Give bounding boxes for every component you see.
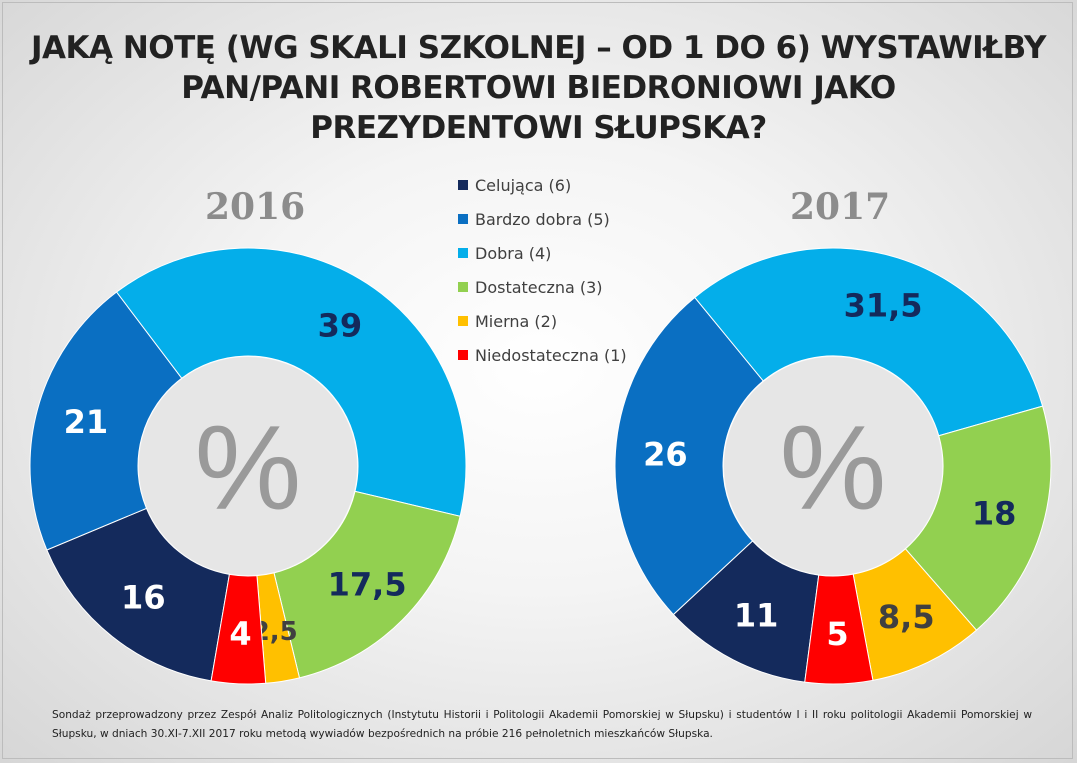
data-label-2016-dostateczna: 17,5 <box>328 565 407 603</box>
slice-2016-dobra <box>115 247 467 517</box>
slice-2016-dostateczna <box>273 490 461 679</box>
title-line-2: PAN/PANI ROBERTOWI BIEDRONIOWI JAKO <box>181 70 896 106</box>
legend-swatch <box>458 316 468 326</box>
slice-2017-niedostateczna <box>804 573 874 685</box>
legend-label: Bardzo dobra (5) <box>475 209 610 229</box>
center-percent-2017: % <box>780 401 887 535</box>
slice-2016-celujaca <box>46 507 230 682</box>
slice-2016-bardzo-dobra <box>29 291 183 551</box>
legend-item-dostateczna: Dostateczna (3) <box>458 270 627 304</box>
data-label-2016-celujaca: 16 <box>121 578 166 616</box>
year-label-2017: 2017 <box>790 186 891 228</box>
data-label-2017-bardzo-dobra: 26 <box>643 436 688 474</box>
data-label-2016-bardzo-dobra: 21 <box>64 403 109 441</box>
slice-2017-bardzo-dobra <box>614 296 764 616</box>
legend-label: Dobra (4) <box>475 243 552 263</box>
legend-item-niedostateczna: Niedostateczna (1) <box>458 338 627 372</box>
legend-item-bardzo-dobra: Bardzo dobra (5) <box>458 202 627 236</box>
legend-swatch <box>458 282 468 292</box>
doughnut-hole-2017 <box>724 357 942 575</box>
legend-label: Celująca (6) <box>475 175 572 195</box>
legend-label: Mierna (2) <box>475 311 558 331</box>
data-label-2017-celujaca: 11 <box>734 596 779 634</box>
doughnut-hole-2016 <box>139 357 357 575</box>
data-label-2016-dobra: 39 <box>318 306 363 344</box>
data-label-2017-mierna: 8,5 <box>878 598 935 636</box>
legend-swatch <box>458 248 468 258</box>
data-label-2017-dostateczna: 18 <box>972 495 1017 533</box>
slice-2016-niedostateczna <box>210 573 267 685</box>
legend-swatch <box>458 350 468 360</box>
legend-item-mierna: Mierna (2) <box>458 304 627 338</box>
legend-label: Dostateczna (3) <box>475 277 603 297</box>
survey-footnote: Sondaż przeprowadzony przez Zespół Anali… <box>52 709 1032 740</box>
legend-swatch <box>458 214 468 224</box>
data-label-2017-niedostateczna: 5 <box>826 615 848 653</box>
legend-swatch <box>458 180 468 190</box>
data-label-2017-dobra: 31,5 <box>844 287 923 325</box>
center-percent-2016: % <box>195 401 302 535</box>
title-line-1: JAKĄ NOTĘ (WG SKALI SZKOLNEJ – OD 1 DO 6… <box>30 30 1047 66</box>
data-label-2016-niedostateczna: 4 <box>229 615 251 653</box>
slice-2017-dostateczna <box>904 405 1052 631</box>
slice-2017-dobra <box>694 247 1044 437</box>
legend-item-celujaca: Celująca (6) <box>458 168 627 202</box>
legend: Celująca (6) Bardzo dobra (5) Dobra (4) … <box>458 168 627 372</box>
title-line-3: PREZYDENTOWI SŁUPSKA? <box>310 110 767 146</box>
legend-item-dobra: Dobra (4) <box>458 236 627 270</box>
year-label-2016: 2016 <box>205 186 306 228</box>
legend-label: Niedostateczna (1) <box>475 345 627 365</box>
chart-title: JAKĄ NOTĘ (WG SKALI SZKOLNEJ – OD 1 DO 6… <box>0 28 1077 148</box>
